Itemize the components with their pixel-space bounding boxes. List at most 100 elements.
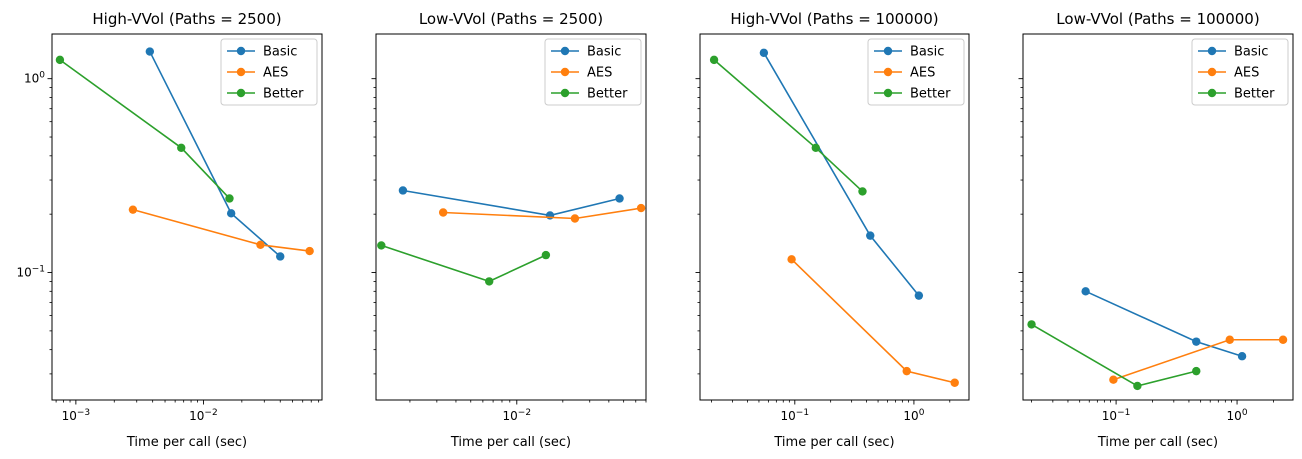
- series-better: [709, 55, 867, 196]
- legend: Basic AES Better: [1191, 38, 1289, 106]
- data-point-basic: [759, 48, 769, 57]
- data-point-aes: [902, 366, 911, 376]
- data-point-better: [858, 187, 867, 196]
- legend-marker-aes: [236, 67, 246, 77]
- legend-label-basic: Basic: [910, 45, 944, 60]
- x-tick-label: 10−3: [62, 408, 91, 423]
- data-point-aes: [1109, 375, 1118, 384]
- data-point-basic: [1081, 287, 1090, 296]
- series-better: [55, 55, 234, 203]
- legend-label-basic: Basic: [1234, 45, 1268, 60]
- legend-label-better: Better: [1234, 87, 1275, 102]
- series-better: [1027, 320, 1201, 391]
- series-better: [377, 241, 551, 286]
- subplot-1: 10−3 10−2 10−1 100 High-VVol (Paths = 2500) T…: [16, 10, 323, 450]
- data-point-basic: [545, 211, 555, 220]
- legend-label-better: Better: [587, 87, 628, 102]
- subplot-title: High-VVol (Paths = 100000): [730, 10, 938, 28]
- x-axis-label: Time per call (sec): [126, 435, 247, 450]
- data-point-better: [377, 241, 386, 250]
- data-point-aes: [570, 214, 580, 223]
- series-aes: [1109, 335, 1288, 384]
- data-point-better: [1133, 381, 1142, 391]
- data-point-better: [709, 55, 719, 65]
- x-axis-label: Time per call (sec): [450, 435, 571, 450]
- x-tick-label: 10−1: [781, 408, 810, 423]
- data-point-aes: [256, 240, 265, 250]
- legend: Basic AES Better: [544, 38, 642, 106]
- data-point-aes: [128, 205, 138, 214]
- data-point-basic: [914, 291, 924, 300]
- legend-marker-aes: [1207, 67, 1217, 77]
- y-tick-label: 10−1: [16, 265, 45, 280]
- x-tick-label: 100: [1227, 408, 1248, 423]
- data-point-aes: [1225, 335, 1234, 344]
- legend-marker-basic: [236, 46, 246, 56]
- data-point-aes: [305, 246, 314, 256]
- data-point-basic: [145, 47, 155, 56]
- data-point-better: [541, 250, 551, 260]
- subplot-title: Low-VVol (Paths = 2500): [419, 10, 603, 28]
- x-axis-label: Time per call (sec): [1097, 435, 1218, 450]
- data-point-basic: [866, 231, 875, 240]
- data-point-aes: [636, 203, 646, 213]
- legend-label-basic: Basic: [587, 45, 621, 60]
- legend-marker-better: [236, 88, 246, 98]
- data-point-basic: [226, 209, 236, 218]
- legend-label-basic: Basic: [263, 45, 297, 60]
- data-point-better: [55, 55, 65, 65]
- data-point-basic: [1192, 337, 1201, 346]
- data-point-better: [177, 143, 186, 152]
- data-point-basic: [615, 194, 624, 203]
- legend-label-aes: AES: [587, 66, 612, 81]
- data-point-aes: [1278, 335, 1288, 344]
- y-tick-label: 100: [24, 71, 45, 86]
- data-point-basic: [276, 252, 285, 261]
- legend-label-better: Better: [263, 87, 304, 102]
- legend-box: [544, 38, 642, 106]
- series-basic: [145, 47, 285, 261]
- series-aes: [438, 203, 646, 223]
- data-point-basic: [398, 186, 408, 195]
- data-point-aes: [950, 378, 959, 387]
- subplot-4: 10−1 100 Low-VVol (Paths = 100000) Time per…: [1018, 10, 1294, 450]
- legend-box: [1191, 38, 1289, 106]
- data-point-better: [811, 143, 820, 152]
- series-basic: [398, 186, 624, 220]
- x-tick-label: 10−2: [189, 408, 218, 423]
- legend-label-better: Better: [910, 87, 951, 102]
- legend-label-aes: AES: [910, 66, 935, 81]
- data-point-better: [1192, 366, 1201, 376]
- x-tick-label: 100: [903, 408, 924, 423]
- data-point-better: [225, 194, 234, 203]
- series-basic: [1081, 287, 1247, 361]
- x-tick-label: 10−2: [503, 408, 532, 423]
- legend-marker-better: [883, 88, 893, 98]
- series-aes: [128, 205, 314, 256]
- data-point-aes: [787, 255, 796, 264]
- legend-box: [220, 38, 318, 106]
- legend: Basic AES Better: [220, 38, 318, 106]
- x-axis-label: Time per call (sec): [773, 435, 894, 450]
- legend-marker-better: [560, 88, 570, 98]
- x-tick-label: 10−1: [1102, 408, 1131, 423]
- legend-marker-aes: [883, 67, 893, 77]
- series-basic: [759, 48, 924, 300]
- subplot-title: High-VVol (Paths = 2500): [92, 10, 281, 28]
- data-point-basic: [1237, 352, 1247, 361]
- legend-marker-aes: [560, 67, 570, 77]
- legend-box: [867, 38, 965, 106]
- data-point-better: [1027, 320, 1036, 329]
- data-point-better: [484, 277, 494, 286]
- data-point-aes: [438, 208, 448, 217]
- subplot-2: 10−2 Low-VVol (Paths = 2500) Time per call…: [371, 10, 647, 450]
- legend: Basic AES Better: [867, 38, 965, 106]
- legend-label-aes: AES: [1234, 66, 1259, 81]
- legend-marker-basic: [1207, 46, 1217, 56]
- legend-label-aes: AES: [263, 66, 288, 81]
- legend-marker-basic: [883, 46, 893, 56]
- legend-marker-basic: [560, 46, 570, 56]
- subplot-3: 10−1 100 High-VVol (Paths = 100000) Time pe…: [695, 10, 970, 450]
- subplot-title: Low-VVol (Paths = 100000): [1056, 10, 1259, 28]
